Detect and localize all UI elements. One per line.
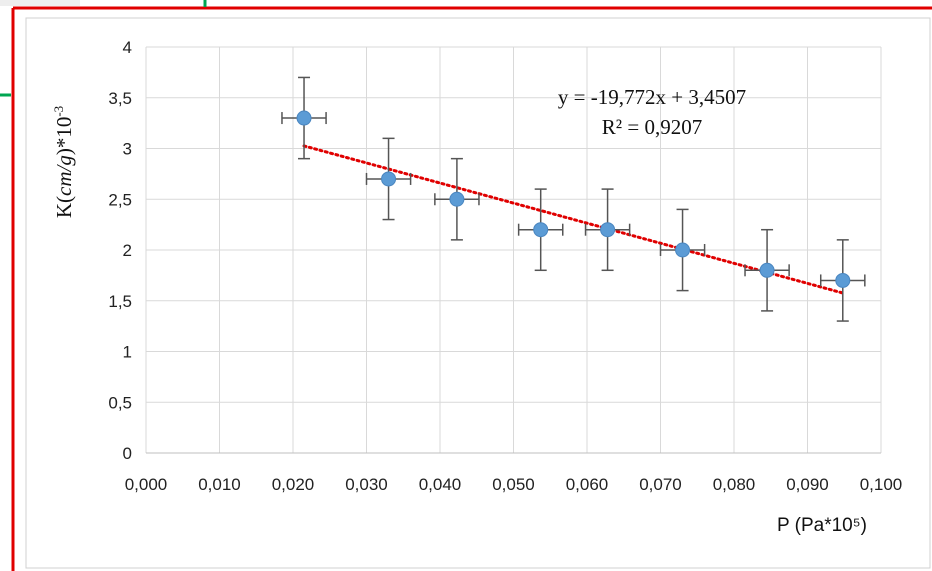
top-left-tab-strip xyxy=(0,0,80,6)
x-tick-label: 0,020 xyxy=(272,475,315,494)
x-tick-label: 0,060 xyxy=(566,475,609,494)
x-tick-label: 0,090 xyxy=(786,475,829,494)
y-tick-label: 3,5 xyxy=(108,89,132,108)
x-tick-label: 0,050 xyxy=(492,475,535,494)
x-tick-label: 0,100 xyxy=(860,475,903,494)
y-axis-label: K(cm/g)*10-3 xyxy=(51,106,76,218)
chart-area-border xyxy=(25,17,931,569)
x-tick-label: 0,000 xyxy=(125,475,168,494)
x-tick-label: 0,040 xyxy=(419,475,462,494)
data-point xyxy=(533,222,549,238)
x-tick-label: 0,010 xyxy=(198,475,241,494)
y-tick-label: 2 xyxy=(123,241,132,260)
data-points xyxy=(296,110,851,288)
data-point xyxy=(759,262,775,278)
trendline-r-squared: R² = 0,9207 xyxy=(602,115,702,139)
y-tick-label: 2,5 xyxy=(108,190,132,209)
data-point xyxy=(675,242,691,258)
data-point xyxy=(600,222,616,238)
x-tick-label: 0,030 xyxy=(345,475,388,494)
y-axis-label-suffix: )*10 xyxy=(52,117,76,156)
y-tick-label: 0 xyxy=(123,444,132,463)
data-point xyxy=(296,110,312,126)
data-point xyxy=(835,272,851,288)
data-point xyxy=(381,171,397,187)
axis-ticks: 0 0,5 1 1,5 2 2,5 3 3,5 4 0,000 0,010 0,020 0,030 0,0… xyxy=(108,38,902,494)
y-axis-label-prefix: K( xyxy=(52,196,76,218)
x-axis-label: P (Pa*10⁵) xyxy=(777,515,867,536)
trendline-equation: y = -19,772x + 3,4507 xyxy=(558,85,746,109)
y-tick-label: 4 xyxy=(123,38,132,57)
trendline-layer xyxy=(302,144,845,295)
x-tick-label: 0,070 xyxy=(639,475,682,494)
gridlines xyxy=(145,46,882,454)
y-tick-label: 0,5 xyxy=(108,393,132,412)
y-tick-label: 1 xyxy=(123,343,132,362)
y-axis-label-exponent: -3 xyxy=(51,106,66,117)
y-axis-label-unit: cm/g xyxy=(52,155,76,196)
data-point xyxy=(449,191,465,207)
trendline xyxy=(302,144,845,295)
x-tick-label: 0,080 xyxy=(713,475,756,494)
y-tick-label: 1,5 xyxy=(108,292,132,311)
y-tick-label: 3 xyxy=(123,140,132,159)
